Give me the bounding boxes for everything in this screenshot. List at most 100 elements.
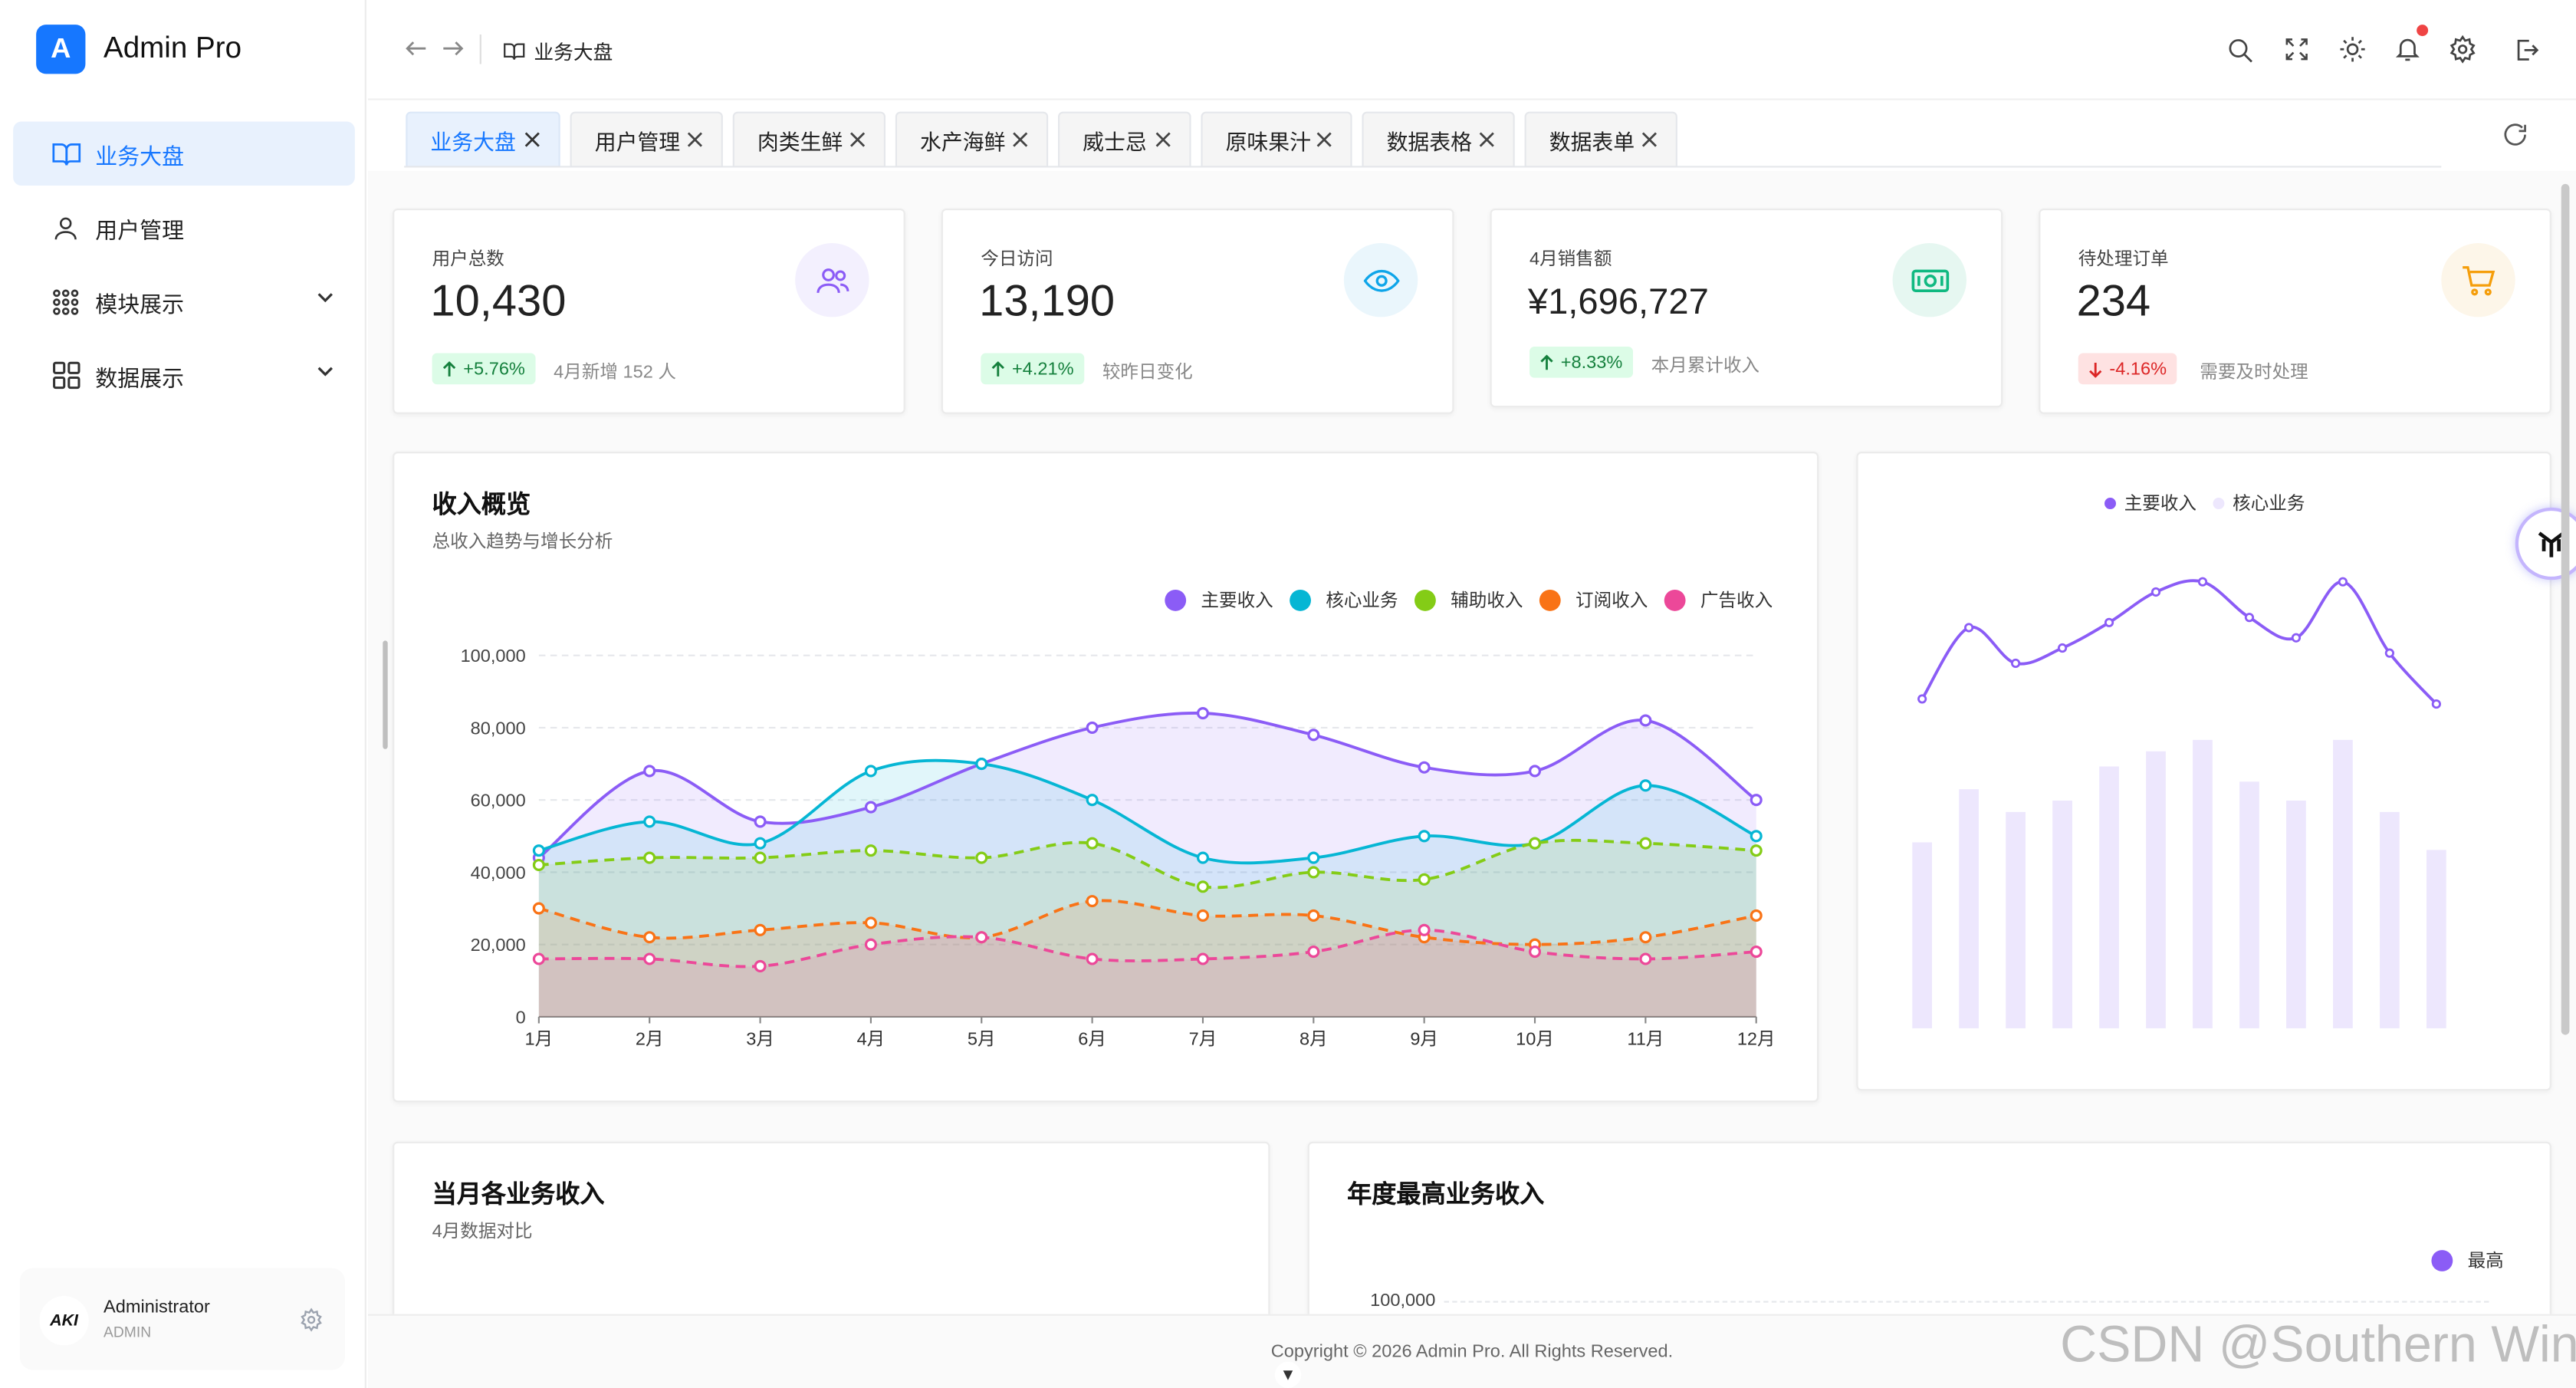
bar[interactable] [2239, 781, 2259, 1028]
bar-line-chart[interactable] [1858, 453, 2553, 1092]
series-line[interactable] [1921, 579, 2438, 706]
data-point[interactable] [1086, 794, 1099, 807]
settings-icon[interactable] [2448, 35, 2478, 72]
tab-item[interactable]: 用户管理 [570, 111, 723, 168]
data-point[interactable] [532, 952, 545, 965]
data-point[interactable] [1307, 866, 1320, 879]
data-point[interactable] [2104, 617, 2114, 627]
series-line[interactable] [538, 838, 1756, 890]
close-icon[interactable] [1640, 130, 1660, 150]
tab-item[interactable]: 肉类生鲜 [732, 111, 886, 168]
data-point[interactable] [1750, 794, 1763, 807]
bell-icon[interactable] [2394, 25, 2429, 72]
data-point[interactable] [2384, 648, 2394, 658]
forward-arrow-icon[interactable] [440, 36, 465, 69]
legend-item[interactable]: 最高 [2431, 1247, 2504, 1273]
collapse-footer-icon[interactable]: ▼ [1274, 1361, 1302, 1388]
fullscreen-icon[interactable] [2284, 36, 2310, 71]
tab-item[interactable]: 威士忌 [1058, 111, 1191, 168]
data-point[interactable] [643, 815, 656, 828]
sidebar-item-dashboard[interactable]: 业务大盘 [13, 121, 355, 186]
data-point[interactable] [975, 758, 988, 771]
data-point[interactable] [532, 858, 545, 872]
data-point[interactable] [1196, 909, 1209, 922]
data-point[interactable] [1196, 707, 1209, 720]
app-logo[interactable]: A [36, 25, 86, 74]
data-point[interactable] [643, 952, 656, 965]
data-point[interactable] [2010, 658, 2021, 669]
legend-item[interactable]: 广告收入 [1664, 587, 1773, 613]
data-point[interactable] [864, 844, 877, 857]
bar[interactable] [1912, 842, 1932, 1028]
data-point[interactable] [1639, 931, 1652, 944]
close-icon[interactable] [1153, 130, 1173, 150]
data-point[interactable] [1750, 830, 1763, 843]
bar[interactable] [2006, 811, 2026, 1028]
series-line[interactable] [538, 928, 1756, 969]
legend-item[interactable]: 主要收入 [2104, 489, 2196, 515]
data-point[interactable] [975, 931, 988, 944]
close-icon[interactable] [1010, 130, 1030, 150]
scrollbar[interactable] [2561, 183, 2570, 1035]
close-icon[interactable] [1477, 130, 1497, 150]
data-point[interactable] [1418, 923, 1431, 936]
stat-card[interactable]: 待处理订单 234 -4.16% 需要及时处理 [2039, 209, 2551, 414]
data-point[interactable] [1418, 761, 1431, 774]
stat-card[interactable]: 4月销售额 ¥1,696,727 +8.33% 本月累计收入 [1490, 209, 2003, 408]
data-point[interactable] [1639, 952, 1652, 965]
user-card[interactable]: AKI Administrator ADMIN [19, 1268, 345, 1370]
bar[interactable] [2286, 801, 2306, 1028]
data-point[interactable] [643, 931, 656, 944]
stat-card[interactable]: 今日访问 13,190 +4.21% 较昨日变化 [941, 209, 1454, 414]
data-point[interactable] [643, 765, 656, 778]
data-point[interactable] [1307, 909, 1320, 922]
legend-item[interactable]: 辅助收入 [1414, 587, 1523, 613]
stat-card[interactable]: 用户总数 10,430 +5.76% 4月新增 152 人 [393, 209, 905, 414]
data-point[interactable] [1528, 946, 1542, 959]
sidebar-item-modules[interactable]: 模块展示 [13, 269, 355, 334]
data-point[interactable] [1086, 721, 1099, 734]
data-point[interactable] [1639, 779, 1652, 792]
bar[interactable] [2426, 850, 2446, 1028]
close-icon[interactable] [522, 130, 542, 150]
bar[interactable] [2193, 739, 2213, 1028]
data-point[interactable] [1196, 880, 1209, 893]
data-point[interactable] [1418, 830, 1431, 843]
data-point[interactable] [1639, 837, 1652, 850]
series-line[interactable] [537, 711, 1757, 860]
data-point[interactable] [1917, 694, 1927, 704]
data-point[interactable] [2291, 633, 2302, 643]
tab-item[interactable]: 业务大盘 [406, 111, 560, 168]
sidebar-item-data[interactable]: 数据展示 [13, 344, 355, 408]
legend-item[interactable]: 核心业务 [2213, 489, 2305, 515]
data-point[interactable] [1750, 946, 1763, 959]
bar[interactable] [2052, 801, 2072, 1028]
data-point[interactable] [864, 938, 877, 951]
close-icon[interactable] [1314, 130, 1334, 150]
data-point[interactable] [1196, 851, 1209, 864]
bar[interactable] [2380, 811, 2400, 1028]
data-point[interactable] [1086, 895, 1099, 908]
bar[interactable] [2333, 739, 2353, 1028]
data-point[interactable] [2338, 577, 2348, 587]
data-point[interactable] [864, 916, 877, 929]
data-point[interactable] [1086, 837, 1099, 850]
data-point[interactable] [2431, 699, 2441, 709]
legend-item[interactable]: 主要收入 [1165, 587, 1273, 613]
data-point[interactable] [754, 837, 767, 850]
bar[interactable] [1959, 789, 1979, 1028]
data-point[interactable] [1528, 765, 1542, 778]
data-point[interactable] [754, 851, 767, 864]
sidebar-resize-handle[interactable] [383, 640, 388, 749]
tab-item[interactable]: 原味果汁 [1201, 111, 1352, 168]
data-point[interactable] [1418, 873, 1431, 886]
data-point[interactable] [1750, 909, 1763, 922]
sidebar-item-users[interactable]: 用户管理 [13, 196, 355, 260]
sun-icon[interactable] [2338, 35, 2367, 72]
data-point[interactable] [2057, 643, 2068, 653]
search-icon[interactable] [2226, 36, 2254, 72]
data-point[interactable] [1964, 623, 1974, 633]
data-point[interactable] [754, 959, 767, 972]
legend-item[interactable]: 核心业务 [1290, 587, 1398, 613]
bar[interactable] [2146, 751, 2166, 1028]
